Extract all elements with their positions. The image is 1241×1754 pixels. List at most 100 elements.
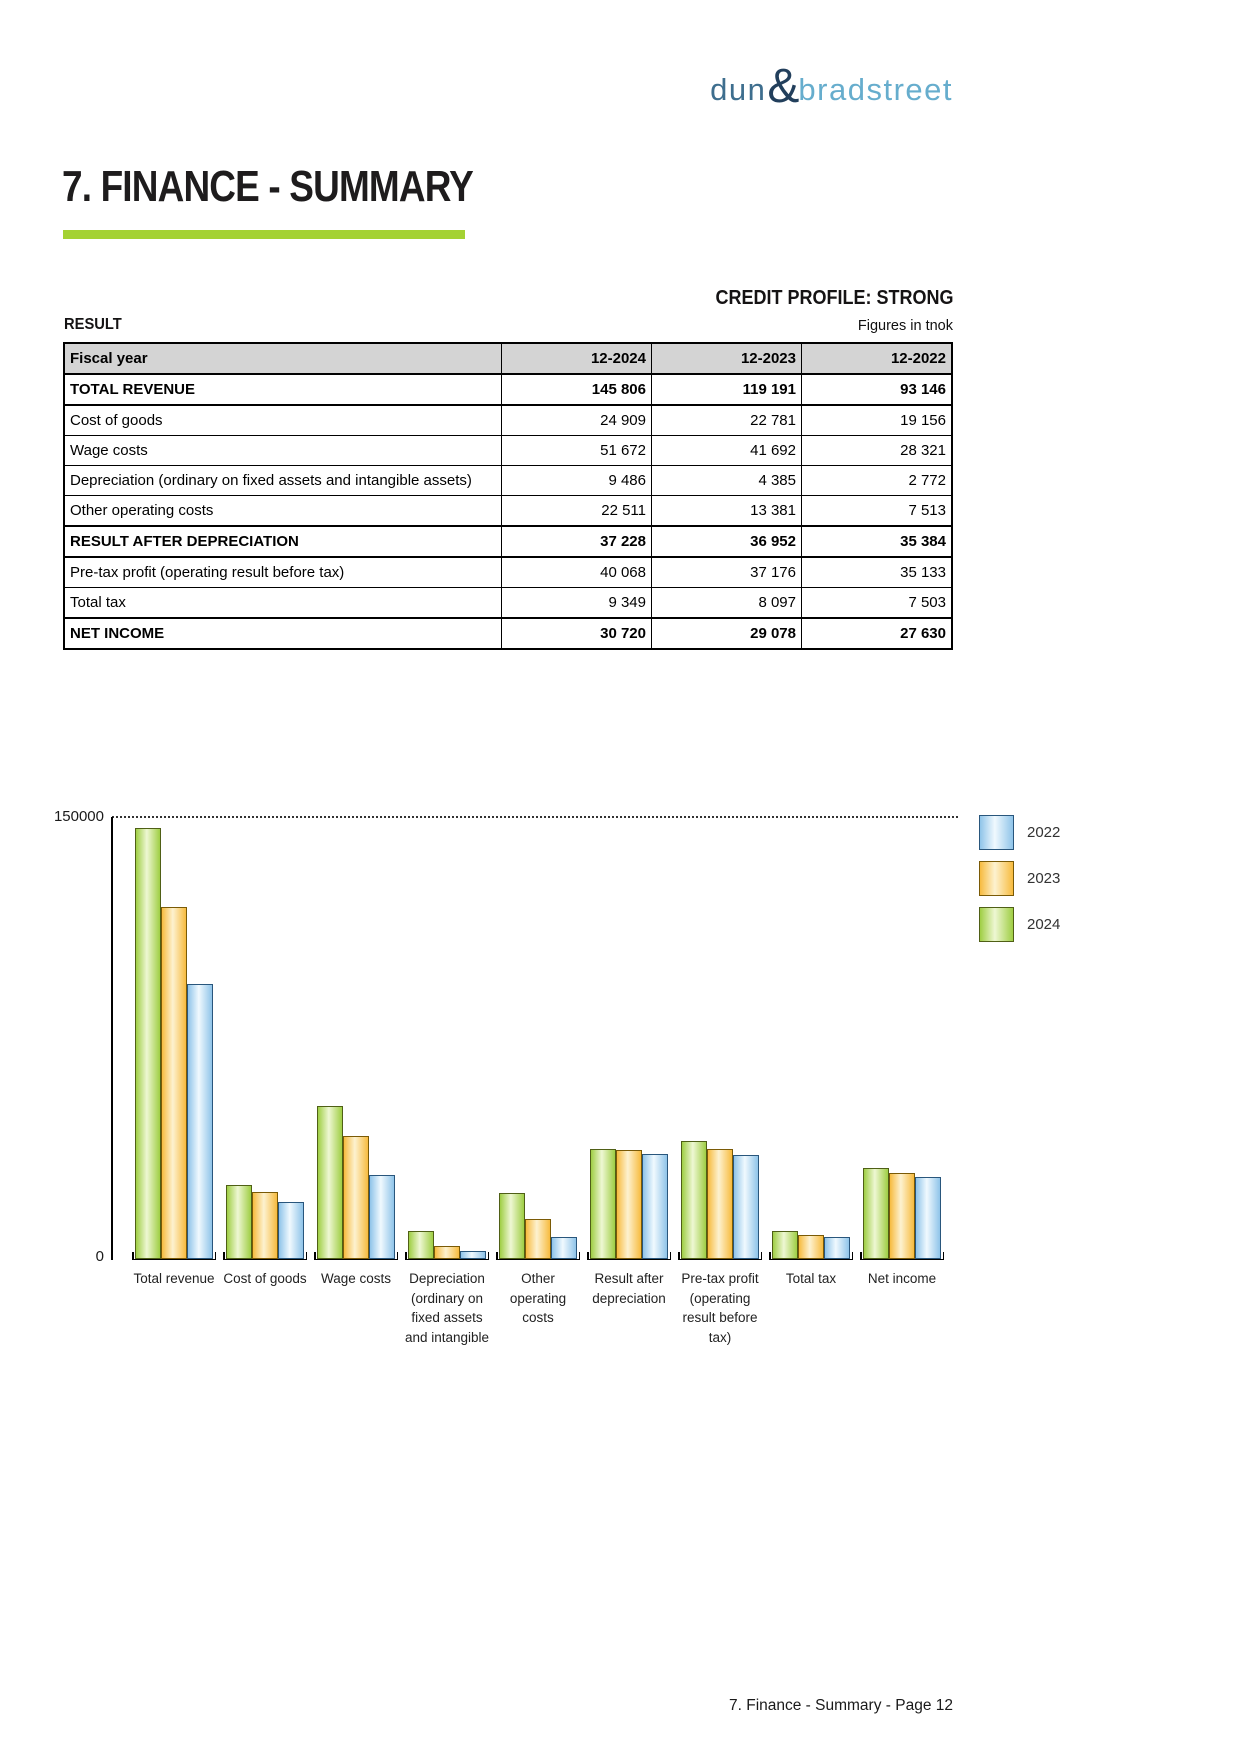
bar-2023 — [707, 1149, 733, 1259]
legend-label: 2022 — [1027, 824, 1061, 841]
bar-2022 — [187, 984, 213, 1259]
row-value: 2 772 — [801, 465, 953, 496]
row-label: Total tax — [63, 587, 502, 619]
bar-2024 — [772, 1231, 798, 1259]
legend-item: 2022 — [979, 815, 1060, 850]
row-value: 24 909 — [501, 404, 652, 436]
logo-bradstreet: bradstreet — [798, 71, 953, 107]
chart-xlabel-line: Net income — [867, 1271, 937, 1286]
row-label: RESULT AFTER DEPRECIATION — [63, 525, 502, 558]
bar-2023 — [252, 1192, 278, 1259]
row-value: 145 806 — [501, 373, 652, 406]
result-section-label: RESULT — [64, 316, 122, 333]
row-value: 40 068 — [501, 556, 652, 588]
chart-xlabel-line: (operating — [689, 1290, 751, 1306]
chart-xlabel: Pre-tax profit (operating result before tax… — [654, 1269, 786, 1347]
row-value: 37 176 — [651, 556, 802, 588]
chart-xlabel-line: tax) — [708, 1329, 732, 1345]
chart-group — [132, 816, 216, 1260]
chart-xlabel-line: Pre-tax profit — [681, 1271, 759, 1286]
result-table: Fiscal year 12-2024 12-2023 12-2022 TOTA… — [63, 342, 953, 650]
bar-2024 — [226, 1185, 252, 1259]
row-label: Cost of goods — [63, 404, 502, 436]
y-tick-0: 0 — [95, 1248, 104, 1265]
bar-2022 — [733, 1155, 759, 1259]
bar-2022 — [642, 1154, 668, 1259]
result-table-head: Fiscal year 12-2024 12-2023 12-2022 — [63, 342, 953, 375]
legend-item: 2023 — [979, 861, 1060, 896]
table-row: Depreciation (ordinary on fixed assets a… — [63, 465, 953, 496]
chart-xlabel: Other operating costs — [472, 1269, 604, 1328]
row-value: 22 511 — [501, 495, 652, 527]
bar-2024 — [863, 1168, 889, 1259]
chart-xlabel-line: (ordinary on — [410, 1290, 484, 1306]
result-table-body: TOTAL REVENUE 145 806 119 191 93 146 Cost of… — [63, 373, 953, 650]
bar-2024 — [681, 1141, 707, 1259]
chart-xlabel-line: Cost of goods — [223, 1271, 307, 1286]
chart-xlabel-line: Result after — [594, 1271, 664, 1286]
chart-xlabel: Depreciation (ordinary on fixed assets and … — [381, 1269, 513, 1347]
legend-swatch-2024 — [979, 907, 1014, 942]
row-label: Wage costs — [63, 435, 502, 466]
row-value: 51 672 — [501, 435, 652, 466]
chart-group — [314, 816, 398, 1260]
dun-bradstreet-logo: dun & bradstreet — [710, 60, 953, 117]
row-value: 13 381 — [651, 495, 802, 527]
header-12-2024: 12-2024 — [501, 342, 652, 375]
table-row: TOTAL REVENUE 145 806 119 191 93 146 — [63, 373, 953, 406]
bar-2024 — [135, 828, 161, 1259]
bar-2022 — [278, 1202, 304, 1259]
bar-2024 — [408, 1231, 434, 1259]
bar-2023 — [343, 1136, 369, 1259]
row-value: 37 228 — [501, 525, 652, 558]
chart-group — [860, 816, 944, 1260]
chart-xlabel-line: Wage costs — [320, 1271, 392, 1286]
page-footer: 7. Finance - Summary - Page 12 — [729, 1697, 953, 1714]
bar-2022 — [460, 1251, 486, 1259]
row-value: 9 349 — [501, 587, 652, 619]
chart-group — [405, 816, 489, 1260]
credit-profile-heading: CREDIT PROFILE: STRONG — [714, 287, 953, 309]
legend-swatch-2023 — [979, 861, 1014, 896]
row-value: 7 513 — [801, 495, 953, 527]
bar-2022 — [369, 1175, 395, 1259]
row-label: Pre-tax profit (operating result before … — [63, 556, 502, 588]
row-value: 9 486 — [501, 465, 652, 496]
logo-ampersand-icon: & — [767, 60, 800, 113]
row-value: 41 692 — [651, 435, 802, 466]
gridline-150000 — [112, 816, 958, 818]
chart-group — [769, 816, 853, 1260]
table-row: Pre-tax profit (operating result before … — [63, 556, 953, 588]
chart-group — [587, 816, 671, 1260]
chart-xlabel: Net income — [836, 1269, 968, 1289]
legend-item: 2024 — [979, 907, 1060, 942]
bar-2023 — [434, 1246, 460, 1259]
row-value: 4 385 — [651, 465, 802, 496]
chart-xlabel-line: Total revenue — [133, 1271, 215, 1286]
row-value: 30 720 — [501, 617, 652, 650]
chart-xlabel-line: result before — [682, 1310, 758, 1325]
bar-2023 — [525, 1219, 551, 1259]
chart-xlabel-line: costs — [522, 1310, 554, 1325]
chart-xlabel: Total revenue — [108, 1269, 240, 1289]
table-row: Other operating costs 22 511 13 381 7 513 — [63, 495, 953, 527]
legend-label: 2024 — [1027, 916, 1061, 933]
table-row: RESULT AFTER DEPRECIATION 37 228 36 952 35 … — [63, 525, 953, 558]
bar-2024 — [590, 1149, 616, 1259]
row-value: 36 952 — [651, 525, 802, 558]
chart-xlabel-line: fixed assets — [411, 1310, 483, 1325]
chart-plot: Total revenue Cost of goods Wage costs Depr… — [112, 816, 960, 1345]
figures-unit-note: Figures in tnok — [857, 318, 953, 334]
bar-2023 — [889, 1173, 915, 1259]
bar-2024 — [317, 1106, 343, 1259]
chart-xlabel: Wage costs — [290, 1269, 422, 1289]
table-row: Wage costs 51 672 41 692 28 321 — [63, 435, 953, 466]
header-fiscal-year: Fiscal year — [63, 342, 502, 375]
row-label: TOTAL REVENUE — [63, 373, 502, 406]
bar-2022 — [551, 1237, 577, 1259]
chart-legend: 2022 2023 2024 — [979, 815, 1060, 953]
chart-xlabel: Cost of goods — [199, 1269, 331, 1289]
chart-group — [223, 816, 307, 1260]
row-value: 7 503 — [801, 587, 953, 619]
chart-xlabel-line: depreciation — [592, 1290, 666, 1306]
